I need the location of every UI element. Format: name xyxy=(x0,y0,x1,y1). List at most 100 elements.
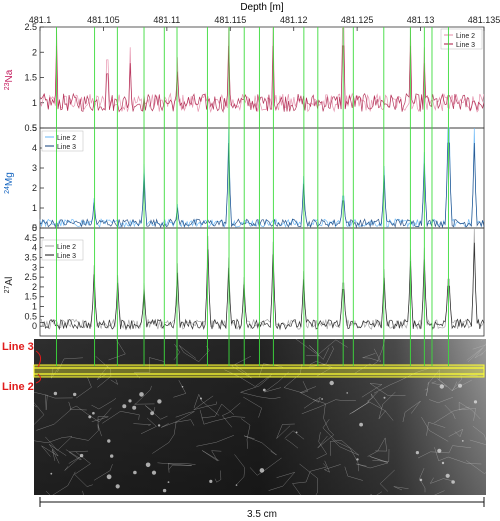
y-tick-label: 2 xyxy=(32,183,37,193)
air-bubble xyxy=(329,380,334,386)
grain-boundary xyxy=(427,369,440,385)
air-bubble xyxy=(128,399,132,403)
grain-boundary xyxy=(301,399,356,415)
grain-boundary xyxy=(214,470,222,483)
depth-tick-label: 481.13 xyxy=(407,15,435,25)
mg-legend: Line 2 Line 3 xyxy=(41,130,84,152)
line2-label: Line 2 xyxy=(2,381,34,393)
grain-boundary xyxy=(419,468,426,493)
air-bubble xyxy=(157,399,162,404)
grain-boundary xyxy=(424,381,429,396)
grain-boundary xyxy=(95,356,112,388)
grain-boundary xyxy=(102,411,140,424)
grain-boundary xyxy=(202,450,222,462)
air-bubble xyxy=(139,392,144,397)
line-labels: Line 3 Line 2 xyxy=(2,341,42,393)
air-bubble xyxy=(150,411,155,416)
grain-boundary xyxy=(133,423,151,426)
air-bubble xyxy=(151,470,157,475)
mg-legend-line2: Line 2 xyxy=(57,135,76,142)
air-bubble xyxy=(359,422,363,427)
grain-boundary xyxy=(244,435,277,456)
depth-tick-label: 481.115 xyxy=(214,15,246,25)
y-tick-label: 0 xyxy=(32,321,37,331)
grain-boundary xyxy=(65,449,89,460)
grain-boundary xyxy=(369,491,383,495)
na-legend-line3: Line 3 xyxy=(456,42,475,49)
y-tick-label: 1.5 xyxy=(24,73,37,83)
grain-boundary xyxy=(168,463,196,473)
y-tick-label: 3 xyxy=(32,163,37,173)
grain-boundary xyxy=(108,339,126,361)
panel-al: 00.511.522.533.544.55 27Al Line 2 Line 3 xyxy=(4,223,485,337)
air-bubble xyxy=(88,415,92,419)
grain-boundary xyxy=(372,449,390,462)
scale-bar: 3.5 cm xyxy=(39,497,485,520)
line3-label: Line 3 xyxy=(2,341,34,353)
grain-boundary xyxy=(140,417,157,435)
air-bubble xyxy=(50,472,53,475)
y-tick-label: 2 xyxy=(32,47,37,57)
grain-boundary xyxy=(41,444,67,457)
grain-boundary xyxy=(349,391,378,415)
y-tick-label: 1.5 xyxy=(24,292,37,302)
grain-boundary xyxy=(64,456,81,471)
al-series-line3 xyxy=(40,242,485,331)
y-tick-label: 0.5 xyxy=(24,123,37,133)
grain-boundary xyxy=(196,435,234,447)
ice-core-photo xyxy=(33,339,486,495)
air-bubble xyxy=(107,439,111,443)
panel-mg-frame xyxy=(39,127,485,229)
air-bubble xyxy=(321,398,323,400)
grain-boundary xyxy=(240,418,251,449)
y-tick-label: 4 xyxy=(32,143,37,153)
grain-boundary xyxy=(283,363,309,394)
grain-boundary xyxy=(71,416,109,441)
grain-boundary xyxy=(474,339,486,359)
grain-boundary xyxy=(313,399,326,419)
air-bubble xyxy=(110,454,114,458)
grain-boundary xyxy=(317,417,335,449)
y-tick-label: 1 xyxy=(32,302,37,312)
al-legend: Line 2 Line 3 xyxy=(41,239,84,261)
y-tick-label: 3 xyxy=(32,262,37,272)
grain-boundary xyxy=(299,463,318,495)
grain-boundary xyxy=(221,402,241,428)
air-bubble xyxy=(106,474,112,480)
air-bubble xyxy=(259,468,265,473)
air-bubble xyxy=(346,392,349,394)
air-bubble xyxy=(356,458,359,461)
air-bubble xyxy=(181,385,184,388)
air-bubble xyxy=(437,448,442,453)
grain-boundary xyxy=(379,469,395,492)
grain-boundary xyxy=(373,367,432,394)
y-tick-label: 5 xyxy=(32,123,37,133)
grain-boundary xyxy=(34,436,73,451)
grain-boundary xyxy=(34,391,73,410)
air-bubble xyxy=(132,405,137,410)
air-bubble xyxy=(235,484,238,486)
grain-boundary xyxy=(173,380,187,398)
al-legend-line3: Line 3 xyxy=(57,253,76,260)
grain-boundary xyxy=(145,405,168,420)
grain-boundary xyxy=(97,424,102,437)
grain-boundary xyxy=(393,486,409,491)
y-tick-label: 3.5 xyxy=(24,252,37,262)
grain-boundary xyxy=(316,432,328,460)
na-axis-label-main: Na xyxy=(4,69,15,82)
air-bubble xyxy=(461,440,464,442)
grain-boundary xyxy=(367,393,387,412)
grain-boundary xyxy=(249,457,282,476)
grain-boundary xyxy=(239,375,281,400)
air-bubble xyxy=(383,396,386,399)
grain-boundary xyxy=(472,344,486,357)
mg-series-line2 xyxy=(39,127,485,229)
depth-tick-label: 481.135 xyxy=(468,15,500,25)
al-axis-label-sup: 27 xyxy=(4,285,11,293)
grain-boundary xyxy=(34,402,45,425)
air-bubble xyxy=(115,484,120,489)
na-axis-label: 23Na xyxy=(4,69,15,90)
peak-markers xyxy=(55,27,449,366)
grain-boundary xyxy=(323,460,341,473)
y-tick-label: 2.5 xyxy=(24,272,37,282)
